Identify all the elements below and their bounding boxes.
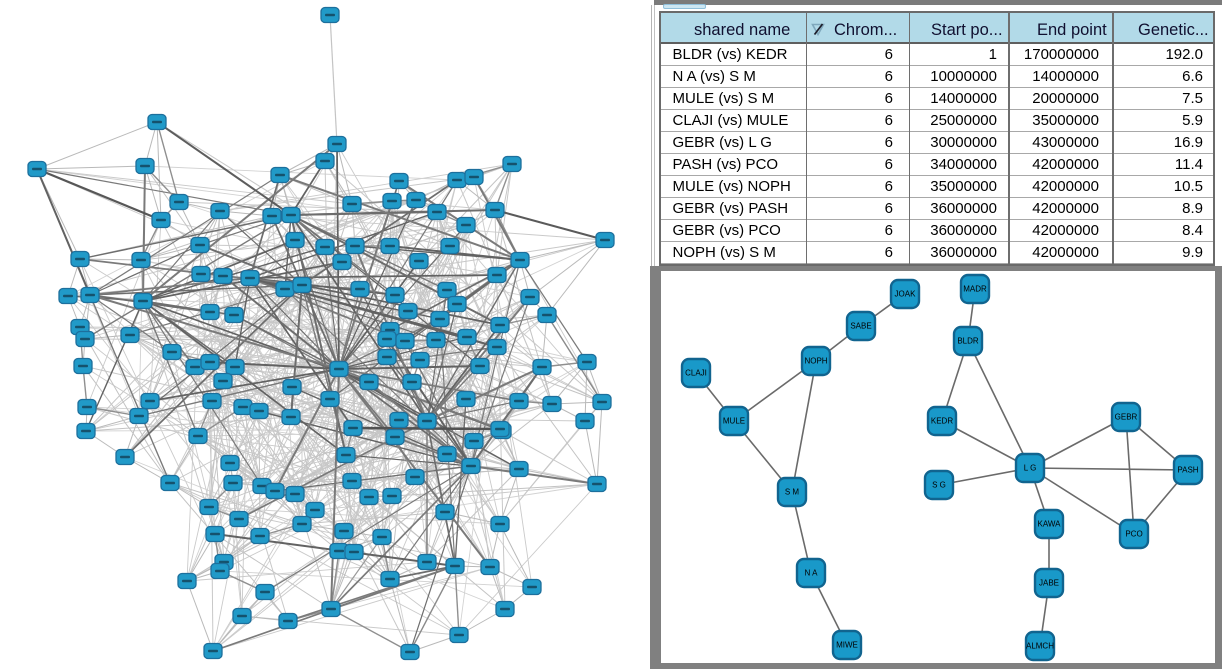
svg-text:ALMCH: ALMCH [1026,642,1054,651]
svg-text:CLAJI: CLAJI [685,369,707,378]
svg-text:MIWE: MIWE [836,641,858,650]
svg-text:NOPH: NOPH [804,357,827,366]
svg-text:S G: S G [932,481,946,490]
svg-text:PASH: PASH [1177,466,1198,475]
svg-text:KAWA: KAWA [1038,520,1062,529]
svg-text:MULE: MULE [723,417,745,426]
svg-text:JABE: JABE [1039,579,1059,588]
svg-text:S M: S M [785,488,800,497]
svg-text:SABE: SABE [850,322,871,331]
svg-text:N A: N A [805,569,819,578]
svg-text:PCO: PCO [1125,530,1142,539]
svg-text:KEDR: KEDR [931,417,953,426]
svg-text:JOAK: JOAK [895,290,917,299]
svg-text:GEBR: GEBR [1115,413,1138,422]
svg-text:MADR: MADR [963,285,987,294]
svg-text:L G: L G [1024,464,1037,473]
svg-text:BLDR: BLDR [957,337,979,346]
